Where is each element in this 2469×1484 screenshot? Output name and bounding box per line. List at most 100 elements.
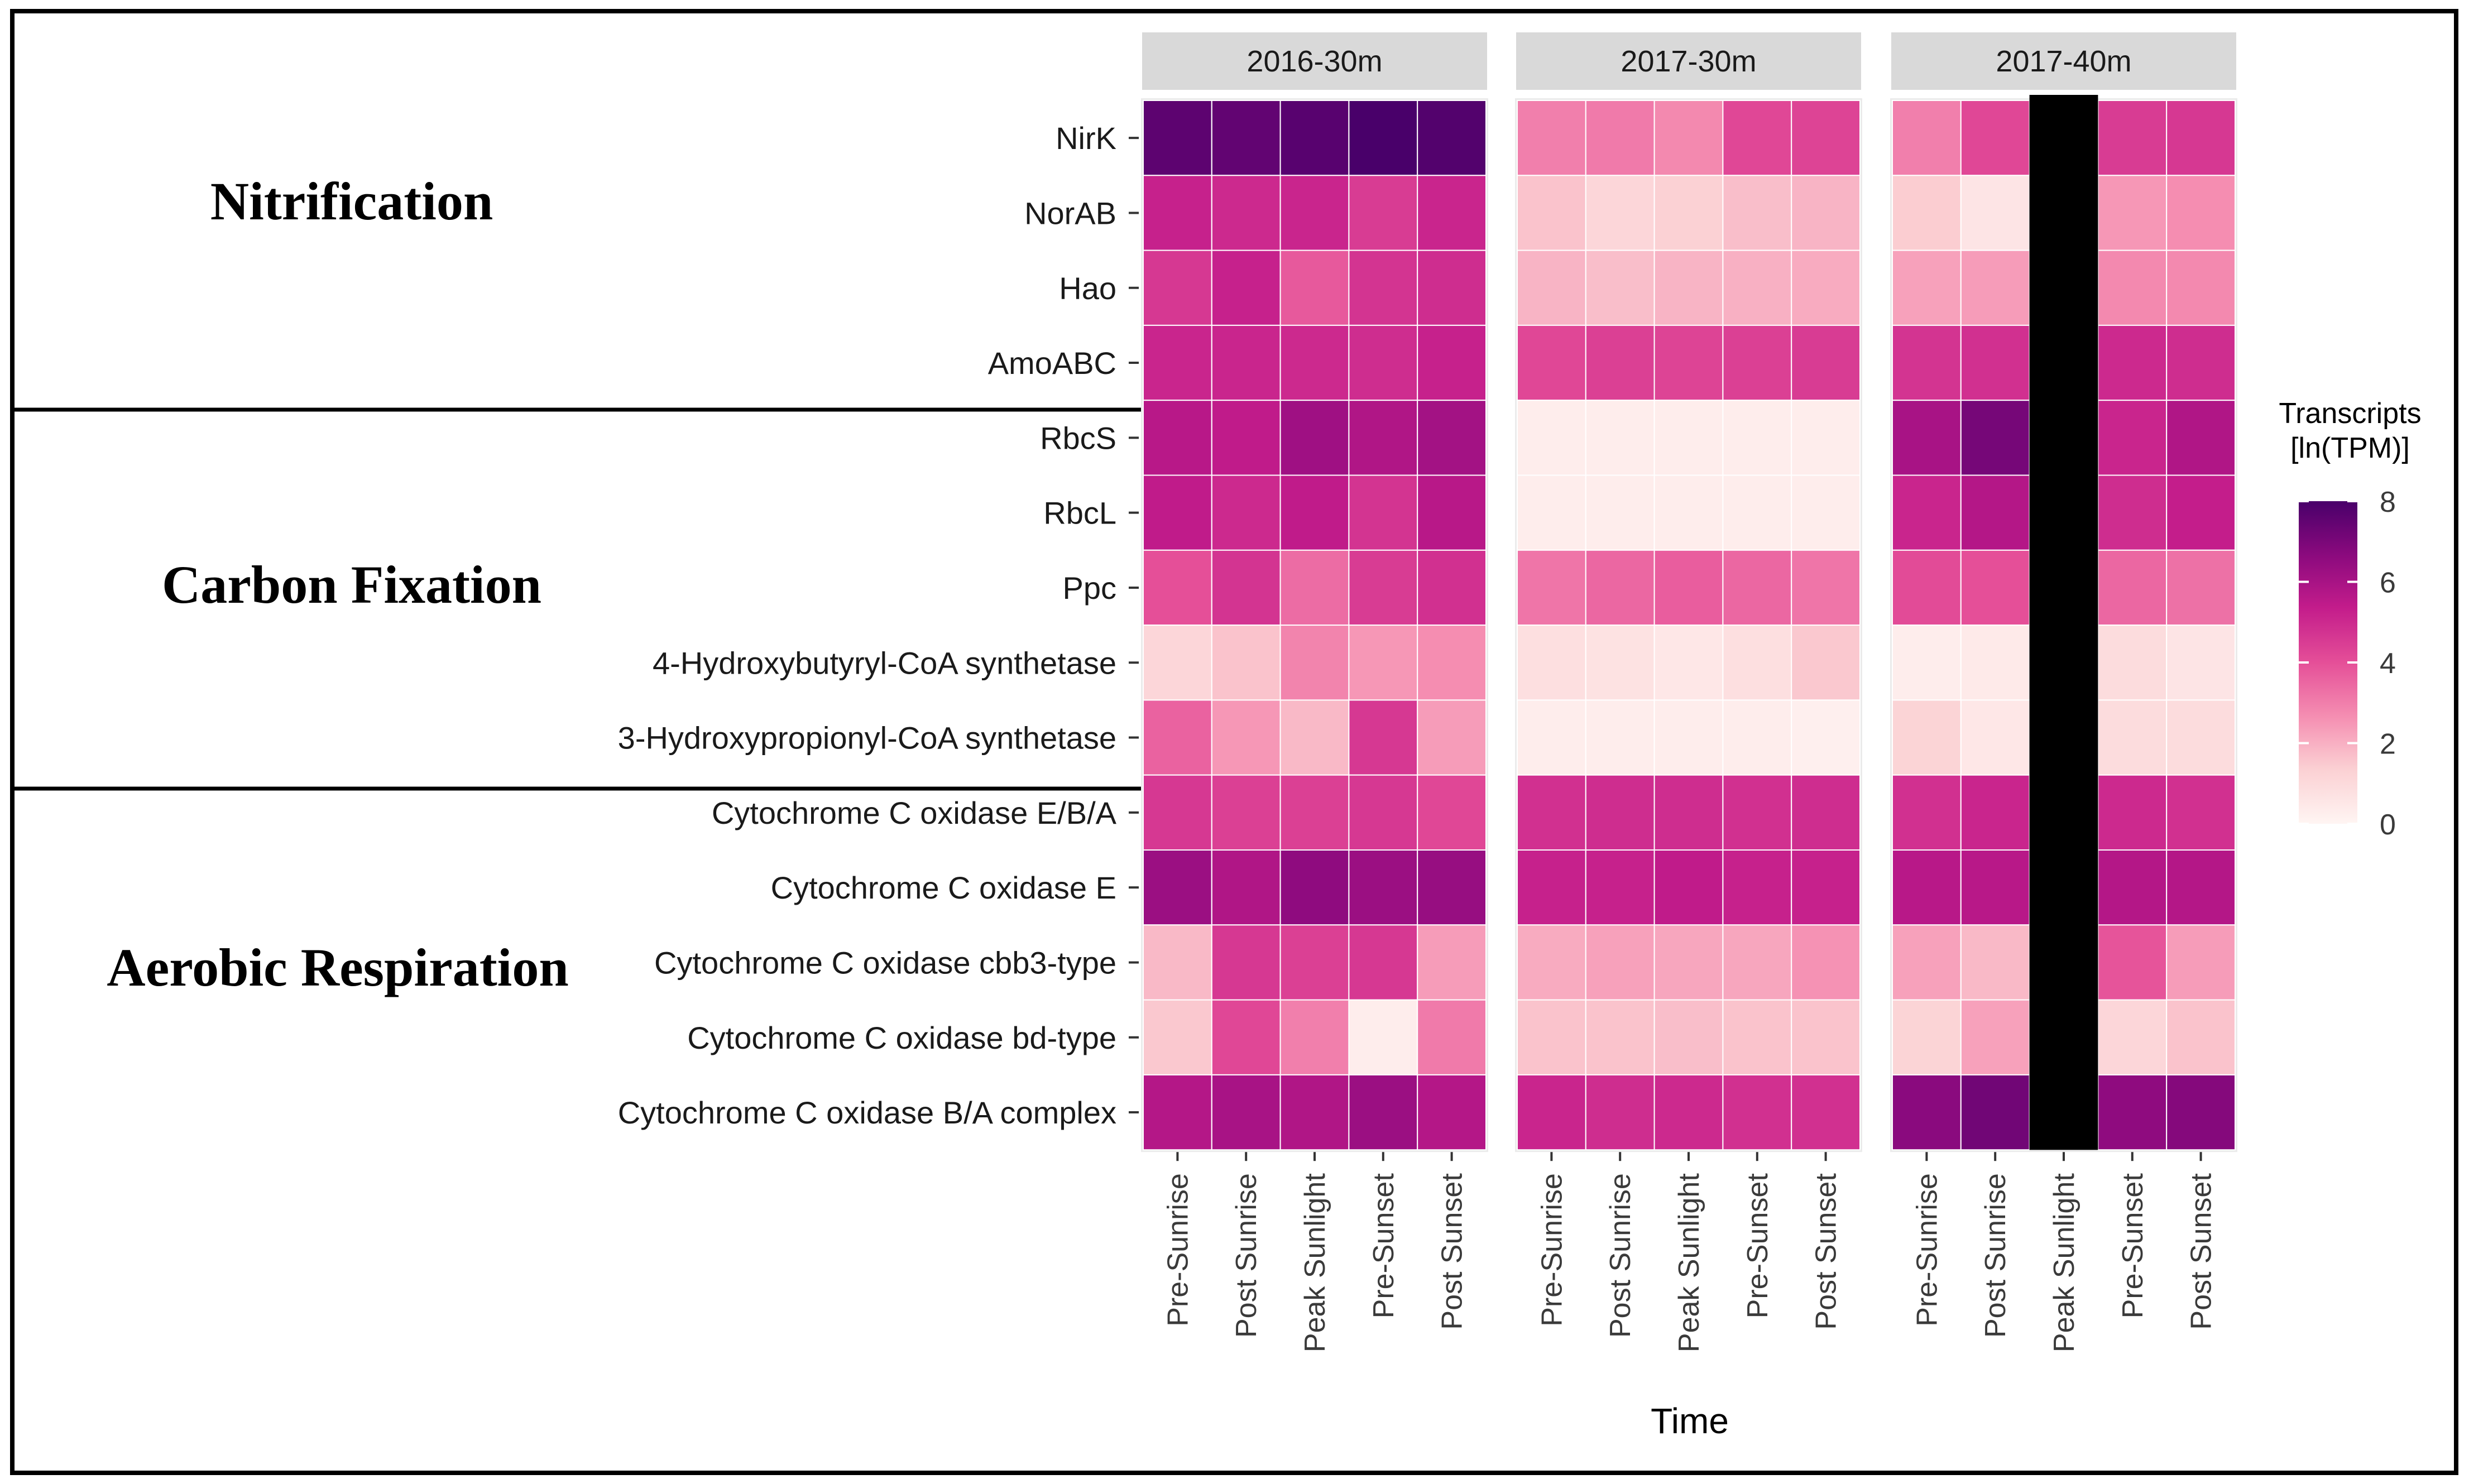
heatmap-cell: Cytochrome C oxidase bd-type | 2016-30m …: [1143, 999, 1212, 1075]
row-label: Cytochrome C oxidase cbb3-type: [654, 945, 1116, 980]
heatmap-cell: Cytochrome C oxidase E | 2017-40m | Post…: [2166, 849, 2236, 926]
figure-border: [10, 9, 2458, 1475]
legend-tick-label: 2: [2380, 728, 2396, 761]
heatmap-cell: Ppc | 2017-30m | Pre-Sunset: 3.5: [1722, 549, 1792, 626]
heatmap-cell: Cytochrome C oxidase bd-type | 2017-40m …: [1892, 999, 1962, 1075]
legend-title-line1: Transcripts: [2279, 397, 2421, 430]
heatmap-cell: RbcL | 2016-30m | Pre-Sunset: 4.7: [1348, 474, 1418, 551]
x-tick-label: Post Sunset: [1436, 1173, 1469, 1330]
heatmap-cell: Cytochrome C oxidase E | 2017-30m | Post…: [1791, 849, 1861, 926]
heatmap-cell: NorAB | 2017-30m | Post Sunset: 1.9: [1791, 175, 1861, 251]
heatmap-cell: NorAB | 2016-30m | Peak Sunlight: 5.1: [1279, 175, 1350, 251]
heatmap-cell: RbcS | 2017-40m | Post Sunrise: 7.1: [1960, 400, 2030, 476]
heatmap-cell: RbcS | 2016-30m | Pre-Sunrise: 5.6: [1143, 400, 1212, 476]
heatmap-cell: RbcL | 2017-30m | Pre-Sunrise: 0.3: [1517, 474, 1586, 551]
heatmap-cell: AmoABC | 2017-30m | Post Sunrise: 4.4: [1585, 324, 1655, 401]
row-label: Cytochrome C oxidase E: [771, 870, 1116, 905]
heatmap-cell: AmoABC | 2017-30m | Post Sunset: 4.5: [1791, 324, 1861, 401]
facet-strip-label: 2016-30m: [1247, 45, 1382, 78]
heatmap-cell: Cytochrome C oxidase cbb3-type | 2017-30…: [1653, 924, 1724, 1001]
heatmap-cell: 4-Hydroxybutyryl-CoA synthetase | 2017-4…: [1960, 625, 2030, 701]
row-label: 4-Hydroxybutyryl-CoA synthetase: [653, 645, 1116, 680]
facet-strip-label: 2017-40m: [1996, 45, 2131, 78]
heatmap-cell: 3-Hydroxypropionyl-CoA synthetase | 2016…: [1417, 699, 1487, 776]
heatmap-cell: Cytochrome C oxidase cbb3-type | 2016-30…: [1143, 924, 1212, 1001]
heatmap-cell: Cytochrome C oxidase E/B/A | 2016-30m | …: [1211, 774, 1281, 851]
heatmap-cell: Cytochrome C oxidase E | 2017-30m | Peak…: [1653, 849, 1724, 926]
heatmap-cell: Hao | 2017-30m | Post Sunset: 2.1: [1791, 249, 1861, 326]
heatmap-cell: Cytochrome C oxidase E/B/A | 2017-30m | …: [1653, 774, 1724, 851]
heatmap-cell: Cytochrome C oxidase B/A complex | 2017-…: [1653, 1074, 1724, 1151]
heatmap-cell: AmoABC | 2016-30m | Post Sunrise: 5.1: [1211, 324, 1281, 401]
heatmap-cell: 4-Hydroxybutyryl-CoA synthetase | 2016-3…: [1417, 625, 1487, 701]
heatmap-cell: Cytochrome C oxidase E | 2016-30m | Pre-…: [1143, 849, 1212, 926]
heatmap-cell: NorAB | 2017-30m | Pre-Sunset: 1.7: [1722, 175, 1792, 251]
heatmap-cell: Cytochrome C oxidase bd-type | 2017-40m …: [1960, 999, 2030, 1075]
heatmap-cell: 4-Hydroxybutyryl-CoA synthetase | 2017-4…: [2166, 625, 2236, 701]
heatmap-cell: RbcL | 2017-30m | Peak Sunlight: 0.3: [1653, 474, 1724, 551]
heatmap-cell: Cytochrome C oxidase bd-type | 2017-30m …: [1791, 999, 1861, 1075]
heatmap-cell: Cytochrome C oxidase B/A complex | 2017-…: [1722, 1074, 1792, 1151]
heatmap-cell: NorAB | 2017-30m | Pre-Sunrise: 1.6: [1517, 175, 1586, 251]
heatmap-cell: 3-Hydroxypropionyl-CoA synthetase | 2017…: [1791, 699, 1861, 776]
heatmap-cell: NirK | 2017-40m | Post Sunset: 4.6: [2166, 100, 2236, 176]
heatmap-cell: 4-Hydroxybutyryl-CoA synthetase | 2016-3…: [1143, 625, 1212, 701]
heatmap-cell: Hao | 2017-40m | Post Sunset: 2.8: [2166, 249, 2236, 326]
heatmap-cell: Cytochrome C oxidase E | 2016-30m | Pre-…: [1348, 849, 1418, 926]
heatmap-cell: Ppc | 2017-40m | Pre-Sunrise: 4.1: [1892, 549, 1962, 626]
heatmap-cell: RbcL | 2016-30m | Post Sunrise: 5: [1211, 474, 1281, 551]
facet-strip-2016-30m: [1142, 32, 1487, 90]
heatmap-cell: Cytochrome C oxidase cbb3-type | 2016-30…: [1279, 924, 1350, 1001]
heatmap-cell: NorAB | 2017-30m | Post Sunrise: 1.1: [1585, 175, 1655, 251]
heatmap-cell: Cytochrome C oxidase bd-type | 2017-30m …: [1722, 999, 1792, 1075]
heatmap-cell: Cytochrome C oxidase bd-type | 2016-30m …: [1348, 999, 1418, 1075]
heatmap-cell: 3-Hydroxypropionyl-CoA synthetase | 2017…: [1722, 699, 1792, 776]
row-label: Cytochrome C oxidase B/A complex: [618, 1095, 1116, 1130]
heatmap-cell: 3-Hydroxypropionyl-CoA synthetase | 2017…: [1585, 699, 1655, 776]
heatmap-cell: Hao | 2017-30m | Post Sunrise: 1.7: [1585, 249, 1655, 326]
x-tick-label: Pre-Sunset: [2117, 1173, 2149, 1319]
heatmap-cell: Hao | 2017-30m | Pre-Sunrise: 1.9: [1517, 249, 1586, 326]
heatmap-cell: Cytochrome C oxidase cbb3-type | 2017-40…: [2097, 924, 2168, 1001]
heatmap-cell: Cytochrome C oxidase cbb3-type | 2016-30…: [1417, 924, 1487, 1001]
heatmap-cell: NirK | 2016-30m | Post Sunrise: 7.5: [1211, 100, 1281, 176]
heatmap-cell: RbcS | 2017-40m | Pre-Sunset: 5.1: [2097, 400, 2168, 476]
heatmap-cell: Hao | 2016-30m | Pre-Sunset: 4.7: [1348, 249, 1418, 326]
heatmap-cell: NirK | 2017-30m | Post Sunset: 4.3: [1791, 100, 1861, 176]
heatmap-cell: Ppc | 2017-40m | Pre-Sunset: 3.5: [2097, 549, 2168, 626]
heatmap-cell: NirK | 2017-30m | Pre-Sunrise: 3: [1517, 100, 1586, 176]
heatmap-cell: Ppc | 2016-30m | Pre-Sunrise: 4: [1143, 549, 1212, 626]
heatmap-cell: AmoABC | 2016-30m | Pre-Sunset: 4.9: [1348, 324, 1418, 401]
heatmap-cell: AmoABC | 2017-30m | Peak Sunlight: 4.3: [1653, 324, 1724, 401]
heatmap-cell: Ppc | 2017-40m | Post Sunset: 3.3: [2166, 549, 2236, 626]
row-label: 3-Hydroxypropionyl-CoA synthetase: [618, 721, 1116, 756]
heatmap-cell: RbcS | 2016-30m | Peak Sunlight: 6.2: [1279, 400, 1350, 476]
heatmap-cell: RbcL | 2017-30m | Post Sunrise: 0.3: [1585, 474, 1655, 551]
heatmap-cell: Hao | 2017-30m | Pre-Sunset: 2: [1722, 249, 1792, 326]
heatmap-cell: Cytochrome C oxidase B/A complex | 2016-…: [1143, 1074, 1212, 1151]
x-tick-label: Peak Sunlight: [1299, 1173, 1331, 1352]
heatmap-cell: Ppc | 2017-30m | Post Sunset: 3.2: [1791, 549, 1861, 626]
heatmap-cell: RbcS | 2017-30m | Pre-Sunrise: 0.3: [1517, 400, 1586, 476]
row-label: RbcL: [1043, 496, 1116, 531]
legend-tick-label: 6: [2380, 567, 2396, 599]
heatmap-cell: Cytochrome C oxidase E | 2017-30m | Post…: [1585, 849, 1655, 926]
heatmap-cell: NorAB | 2017-40m | Post Sunset: 2.7: [2166, 175, 2236, 251]
row-label: NirK: [1056, 121, 1116, 156]
row-label: AmoABC: [988, 345, 1116, 381]
heatmap-cell: Ppc | 2017-30m | Pre-Sunrise: 3.2: [1517, 549, 1586, 626]
heatmap-cell: Hao | 2016-30m | Pre-Sunrise: 4.6: [1143, 249, 1212, 326]
heatmap-cell: 3-Hydroxypropionyl-CoA synthetase | 2016…: [1143, 699, 1212, 776]
heatmap-cell: Cytochrome C oxidase bd-type | 2016-30m …: [1211, 999, 1281, 1075]
group-label-carbon-fixation: Carbon Fixation: [162, 555, 541, 614]
row-label: RbcS: [1040, 420, 1116, 455]
heatmap-cell: 3-Hydroxypropionyl-CoA synthetase | 2017…: [2166, 699, 2236, 776]
heatmap-cell: Cytochrome C oxidase B/A complex | 2017-…: [1791, 1074, 1861, 1151]
heatmap-cell: Cytochrome C oxidase cbb3-type | 2017-30…: [1722, 924, 1792, 1001]
heatmap-cell: Cytochrome C oxidase E | 2016-30m | Peak…: [1279, 849, 1350, 926]
x-tick-label: Pre-Sunrise: [1162, 1173, 1194, 1327]
heatmap-cell: Cytochrome C oxidase E/B/A | 2017-30m | …: [1517, 774, 1586, 851]
heatmap-cell: AmoABC | 2016-30m | Peak Sunlight: 5: [1279, 324, 1350, 401]
heatmap-cell: Cytochrome C oxidase E/B/A | 2017-40m | …: [2166, 774, 2236, 851]
